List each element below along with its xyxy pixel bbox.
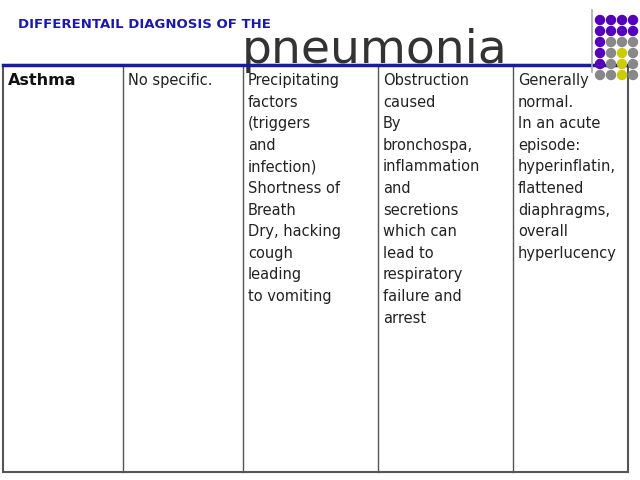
Circle shape [595,48,605,58]
Circle shape [607,26,616,36]
Circle shape [628,60,637,69]
Circle shape [618,60,627,69]
Circle shape [607,37,616,47]
Circle shape [618,15,627,24]
Circle shape [595,37,605,47]
Circle shape [595,60,605,69]
Circle shape [618,26,627,36]
Circle shape [607,15,616,24]
Circle shape [595,15,605,24]
Circle shape [607,60,616,69]
Circle shape [595,26,605,36]
Bar [3,65,628,472]
Circle shape [628,15,637,24]
Circle shape [607,71,616,80]
Circle shape [628,26,637,36]
Circle shape [618,48,627,58]
Circle shape [628,71,637,80]
Text: No specific.: No specific. [128,73,212,88]
Circle shape [628,37,637,47]
Text: Asthma: Asthma [8,73,77,88]
Circle shape [618,71,627,80]
Text: pneumonia: pneumonia [242,28,508,73]
Circle shape [618,37,627,47]
Circle shape [595,71,605,80]
Text: Precipitating
factors
(triggers
and
infection)
Shortness of
Breath
Dry, hacking
: Precipitating factors (triggers and infe… [248,73,341,304]
Text: Generally
normal.
In an acute
episode:
hyperinflatin,
flattened
diaphragms,
over: Generally normal. In an acute episode: h… [518,73,617,261]
Circle shape [628,48,637,58]
Text: DIFFERENTAIL DIAGNOSIS OF THE: DIFFERENTAIL DIAGNOSIS OF THE [18,18,271,31]
Text: Obstruction
caused
By
bronchospa,
inflammation
and
secretions
which can
lead to
: Obstruction caused By bronchospa, inflam… [383,73,481,325]
Circle shape [607,48,616,58]
